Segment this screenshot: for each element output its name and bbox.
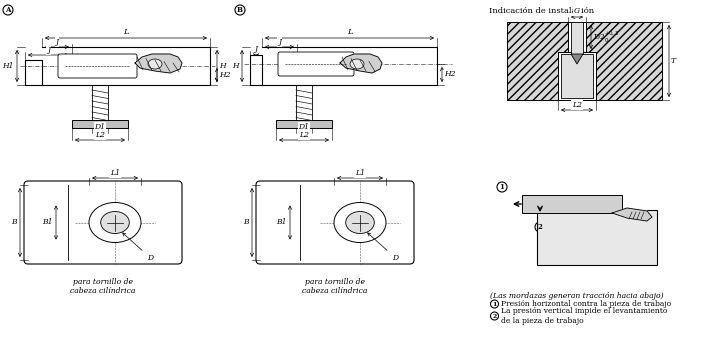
Text: H2: H2 <box>444 70 456 78</box>
Text: para tornillo de
cabeza cilíndrica: para tornillo de cabeza cilíndrica <box>302 278 368 295</box>
Ellipse shape <box>89 203 141 243</box>
Text: L1: L1 <box>355 169 365 177</box>
Text: D: D <box>123 233 153 261</box>
Polygon shape <box>571 54 583 64</box>
Text: D: D <box>368 233 398 261</box>
FancyBboxPatch shape <box>278 52 354 76</box>
Text: Presión horizontal contra la pieza de trabajo: Presión horizontal contra la pieza de tr… <box>501 300 671 308</box>
Text: H2: H2 <box>219 71 230 79</box>
Text: 2: 2 <box>492 313 497 318</box>
Text: La presión vertical impide el levantamiento
de la pieza de trabajo: La presión vertical impide el levantamie… <box>501 308 667 325</box>
Text: A: A <box>5 6 11 14</box>
Ellipse shape <box>334 203 386 243</box>
Text: B1: B1 <box>42 218 53 226</box>
Text: L2: L2 <box>572 101 582 109</box>
Ellipse shape <box>346 212 374 234</box>
Text: 1: 1 <box>499 183 505 191</box>
Text: J: J <box>55 38 58 46</box>
Bar <box>537 210 657 265</box>
Polygon shape <box>612 208 652 221</box>
Text: (Las mordazas generan tracción hacia abajo): (Las mordazas generan tracción hacia aba… <box>490 292 664 300</box>
Text: D1: D1 <box>299 123 310 131</box>
FancyBboxPatch shape <box>24 181 182 264</box>
Text: L1: L1 <box>110 169 120 177</box>
Text: J: J <box>278 38 281 46</box>
Text: L2: L2 <box>299 131 309 139</box>
FancyBboxPatch shape <box>58 54 137 78</box>
Bar <box>586 22 662 100</box>
Bar <box>72 120 128 128</box>
Text: T: T <box>671 57 676 65</box>
Text: J: J <box>254 45 257 53</box>
Text: B: B <box>237 6 243 14</box>
Text: 1: 1 <box>492 301 497 306</box>
Bar <box>507 22 568 100</box>
Text: B: B <box>12 218 17 226</box>
Text: 2: 2 <box>537 223 542 231</box>
Text: B1: B1 <box>276 218 287 226</box>
Bar <box>522 195 622 213</box>
Ellipse shape <box>350 59 364 69</box>
Text: H1: H1 <box>2 62 14 70</box>
Text: H: H <box>233 62 239 70</box>
Text: L: L <box>123 28 129 36</box>
Text: para tornillo de
cabeza cilíndrica: para tornillo de cabeza cilíndrica <box>71 278 136 295</box>
Bar <box>561 54 593 98</box>
Polygon shape <box>340 54 382 73</box>
Bar <box>571 22 583 54</box>
Text: Indicación de instalación: Indicación de instalación <box>489 7 594 15</box>
Text: L: L <box>347 28 353 36</box>
Text: G: G <box>574 7 580 15</box>
Ellipse shape <box>148 59 162 69</box>
FancyBboxPatch shape <box>256 181 414 264</box>
Text: J: J <box>47 46 50 54</box>
Text: D1: D1 <box>95 123 105 131</box>
Bar <box>558 52 596 100</box>
Bar <box>568 22 586 52</box>
Polygon shape <box>135 54 182 73</box>
Ellipse shape <box>101 212 129 234</box>
Text: H: H <box>219 62 225 70</box>
Text: D2$^{+0,3}_{0}$: D2$^{+0,3}_{0}$ <box>593 29 619 45</box>
Text: L2: L2 <box>95 131 105 139</box>
Bar <box>276 120 332 128</box>
Text: B: B <box>244 218 249 226</box>
